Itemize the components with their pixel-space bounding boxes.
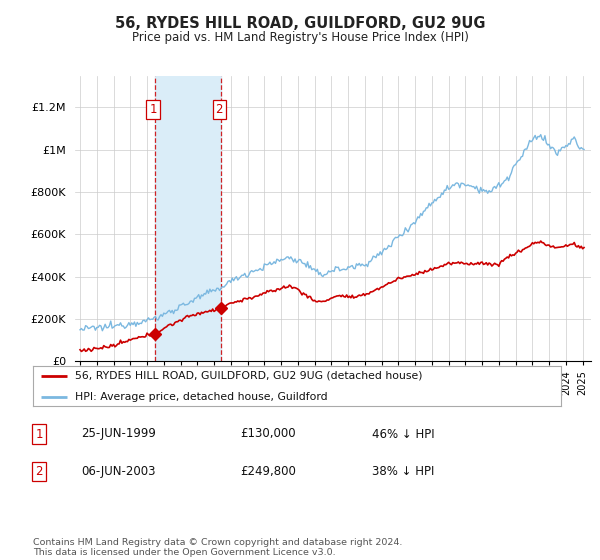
Text: 1: 1 xyxy=(149,104,157,116)
Text: 06-JUN-2003: 06-JUN-2003 xyxy=(81,465,155,478)
Text: 46% ↓ HPI: 46% ↓ HPI xyxy=(372,427,434,441)
Text: Contains HM Land Registry data © Crown copyright and database right 2024.
This d: Contains HM Land Registry data © Crown c… xyxy=(33,538,403,557)
Text: 2: 2 xyxy=(35,465,43,478)
Text: 56, RYDES HILL ROAD, GUILDFORD, GU2 9UG: 56, RYDES HILL ROAD, GUILDFORD, GU2 9UG xyxy=(115,16,485,31)
Text: 1: 1 xyxy=(35,427,43,441)
Text: Price paid vs. HM Land Registry's House Price Index (HPI): Price paid vs. HM Land Registry's House … xyxy=(131,31,469,44)
Bar xyxy=(155,76,221,361)
Text: 38% ↓ HPI: 38% ↓ HPI xyxy=(372,465,434,478)
Text: 56, RYDES HILL ROAD, GUILDFORD, GU2 9UG (detached house): 56, RYDES HILL ROAD, GUILDFORD, GU2 9UG … xyxy=(75,371,423,381)
Text: HPI: Average price, detached house, Guildford: HPI: Average price, detached house, Guil… xyxy=(75,392,328,402)
Text: £130,000: £130,000 xyxy=(240,427,296,441)
Text: 25-JUN-1999: 25-JUN-1999 xyxy=(81,427,156,441)
Text: £249,800: £249,800 xyxy=(240,465,296,478)
Text: 2: 2 xyxy=(215,104,223,116)
